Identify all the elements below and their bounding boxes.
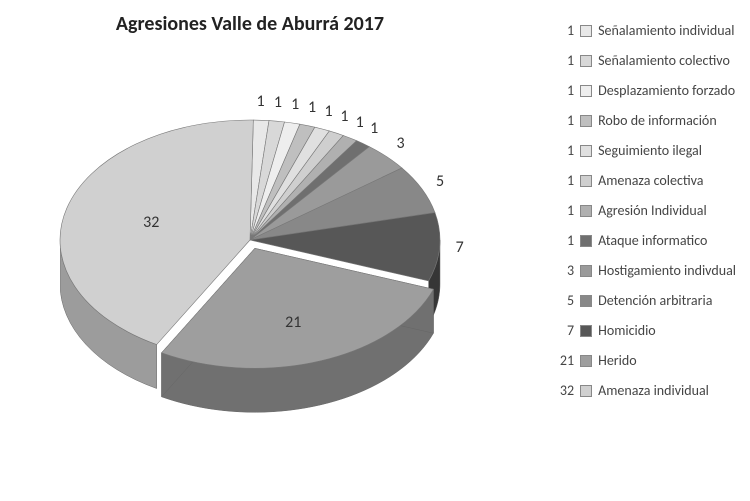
- legend-swatch: [580, 145, 592, 157]
- slice-value-label: 5: [436, 172, 444, 191]
- slice-value-label: 1: [356, 113, 364, 132]
- legend-value: 1: [554, 24, 574, 38]
- legend-value: 1: [554, 84, 574, 98]
- slice-value-label: 1: [324, 102, 332, 121]
- slice-value-label: 1: [291, 95, 299, 114]
- legend-label: Detención arbitraria: [598, 294, 712, 308]
- legend-item: 3 Hostigamiento indivdual: [554, 260, 736, 282]
- legend-label: Hostigamiento indivdual: [598, 264, 736, 278]
- legend-item: 5 Detención arbitraria: [554, 290, 736, 312]
- legend-item: 1 Desplazamiento forzado: [554, 80, 736, 102]
- legend-item: 1 Señalamiento individual: [554, 20, 736, 42]
- legend-item: 1 Ataque informatico: [554, 230, 736, 252]
- legend-value: 1: [554, 234, 574, 248]
- legend-item: 1 Señalamiento colectivo: [554, 50, 736, 72]
- legend-label: Señalamiento individual: [598, 24, 734, 38]
- legend-value: 1: [554, 114, 574, 128]
- legend-label: Robo de información: [598, 114, 717, 128]
- slice-value-label: 32: [143, 213, 159, 232]
- legend-swatch: [580, 85, 592, 97]
- legend-value: 1: [554, 54, 574, 68]
- legend-label: Agresión Individual: [598, 204, 707, 218]
- legend-item: 1 Agresión Individual: [554, 200, 736, 222]
- legend-item: 1 Robo de información: [554, 110, 736, 132]
- legend-value: 7: [554, 324, 574, 338]
- legend-item: 7 Homicidio: [554, 320, 736, 342]
- legend-label: Ataque informatico: [598, 234, 707, 248]
- legend-value: 21: [554, 354, 574, 368]
- pie-chart: [20, 40, 480, 460]
- legend-swatch: [580, 115, 592, 127]
- legend-item: 32 Amenaza individual: [554, 380, 736, 402]
- legend-swatch: [580, 55, 592, 67]
- legend-swatch: [580, 235, 592, 247]
- slice-value-label: 3: [397, 134, 405, 153]
- legend-swatch: [580, 265, 592, 277]
- slice-value-label: 1: [274, 93, 282, 112]
- slice-value-label: 1: [256, 92, 264, 111]
- legend-swatch: [580, 325, 592, 337]
- legend-label: Señalamiento colectivo: [598, 54, 730, 68]
- legend-value: 1: [554, 144, 574, 158]
- legend-value: 32: [554, 384, 574, 398]
- slice-value-label: 1: [340, 107, 348, 126]
- legend-item: 1 Amenaza colectiva: [554, 170, 736, 192]
- legend-value: 3: [554, 264, 574, 278]
- slice-value-label: 21: [285, 313, 301, 332]
- slice-value-label: 1: [308, 98, 316, 117]
- legend-swatch: [580, 205, 592, 217]
- legend-label: Homicidio: [598, 324, 656, 338]
- legend-item: 1 Seguimiento ilegal: [554, 140, 736, 162]
- legend-value: 1: [554, 174, 574, 188]
- legend-value: 1: [554, 204, 574, 218]
- legend-swatch: [580, 25, 592, 37]
- legend-label: Desplazamiento forzado: [598, 84, 735, 98]
- slice-value-label: 7: [456, 238, 464, 257]
- legend-swatch: [580, 355, 592, 367]
- legend-swatch: [580, 295, 592, 307]
- legend-label: Seguimiento ilegal: [598, 144, 702, 158]
- legend-value: 5: [554, 294, 574, 308]
- legend-label: Amenaza individual: [598, 384, 709, 398]
- legend-label: Herido: [598, 354, 637, 368]
- slice-value-label: 1: [370, 119, 378, 138]
- legend-swatch: [580, 175, 592, 187]
- legend-label: Amenaza colectiva: [598, 174, 703, 188]
- legend-item: 21 Herido: [554, 350, 736, 372]
- legend: 1 Señalamiento individual 1 Señalamiento co…: [554, 20, 736, 402]
- chart-title: Agresiones Valle de Aburrá 2017: [0, 12, 500, 36]
- legend-swatch: [580, 385, 592, 397]
